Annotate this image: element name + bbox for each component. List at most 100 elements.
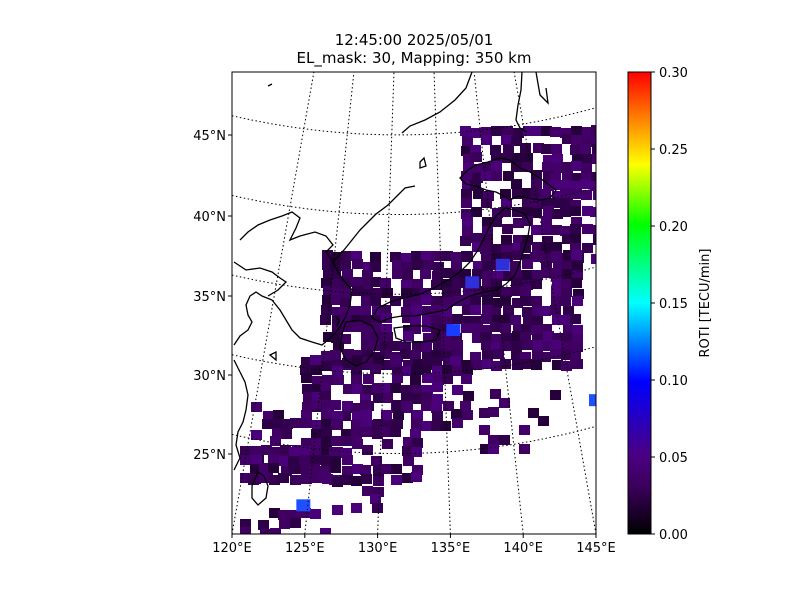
roti-cell	[591, 254, 596, 264]
y-tick-label: 35°N	[193, 290, 226, 305]
roti-cell	[273, 410, 284, 420]
roti-cell	[361, 420, 372, 430]
roti-cell	[522, 270, 533, 280]
roti-cell	[540, 189, 551, 199]
meridian-line	[433, 72, 451, 534]
x-tick-label: 145°E	[576, 541, 616, 556]
roti-cell	[550, 173, 561, 183]
roti-cell	[501, 333, 512, 343]
roti-cell	[370, 494, 381, 504]
roti-cell	[532, 350, 543, 360]
roti-cell	[351, 476, 362, 486]
roti-cell	[393, 410, 404, 420]
colorbar-tick-label: 0.20	[659, 220, 688, 235]
roti-cell	[570, 351, 581, 361]
roti-cell	[342, 401, 353, 411]
roti-cell	[342, 322, 353, 332]
coastline-korea	[233, 185, 416, 346]
roti-cell	[479, 408, 490, 418]
roti-cell	[361, 340, 372, 350]
roti-cell	[370, 364, 381, 374]
meridian-line	[473, 72, 524, 534]
roti-cell	[501, 245, 512, 255]
roti-cell	[511, 350, 522, 360]
roti-cell	[540, 306, 551, 316]
roti-cell	[442, 365, 453, 375]
roti-cell	[543, 331, 554, 341]
roti-cell	[362, 350, 373, 360]
roti-cell	[370, 296, 381, 306]
roti-cell	[312, 392, 323, 402]
roti-cell	[500, 341, 511, 351]
roti-cell	[270, 436, 281, 446]
roti-cell	[412, 288, 423, 298]
roti-cell	[422, 314, 433, 324]
roti-cell	[301, 446, 312, 456]
roti-cell	[492, 287, 503, 297]
roti-cell	[433, 375, 444, 385]
roti-cell	[312, 384, 323, 394]
roti-cell	[332, 477, 343, 487]
roti-cell	[391, 341, 402, 351]
roti-cell	[381, 360, 392, 370]
roti-cell	[499, 398, 510, 408]
roti-cell	[481, 325, 492, 335]
roti-cell	[402, 473, 413, 483]
roti-cell	[320, 315, 331, 325]
y-tick-label: 40°N	[193, 210, 226, 225]
roti-cell	[482, 234, 493, 244]
roti-cell	[310, 400, 321, 410]
roti-cell	[562, 198, 573, 208]
roti-cell	[251, 455, 262, 465]
roti-cell	[410, 429, 421, 439]
roti-cell	[571, 181, 582, 191]
roti-cell	[571, 278, 582, 288]
roti-cell	[301, 418, 312, 428]
parallel-line	[232, 425, 596, 455]
roti-cell	[551, 242, 562, 252]
roti-cell	[360, 315, 371, 325]
roti-cell	[352, 419, 363, 429]
roti-cell	[342, 466, 353, 476]
roti-cell	[462, 410, 473, 420]
roti-cell	[280, 445, 291, 455]
roti-cell	[331, 360, 342, 370]
roti-cell	[332, 315, 343, 325]
roti-cell	[351, 503, 362, 513]
roti-cell	[471, 360, 482, 370]
roti-cell	[382, 288, 393, 298]
roti-cell	[500, 189, 511, 199]
roti-cell	[561, 180, 572, 190]
roti-cell	[528, 408, 539, 418]
roti-cell	[421, 401, 432, 411]
roti-cell	[512, 331, 523, 341]
roti-cell	[251, 402, 262, 412]
roti-cell	[550, 127, 561, 137]
roti-cell	[592, 154, 596, 164]
roti-cell	[361, 331, 372, 341]
roti-cell	[362, 357, 373, 367]
roti-cell	[500, 359, 511, 369]
roti-cell	[542, 268, 553, 278]
roti-cell	[488, 407, 499, 417]
roti-cell	[581, 137, 592, 147]
roti-cell	[412, 341, 423, 351]
roti-cell	[462, 365, 473, 375]
roti-cell	[401, 401, 412, 411]
roti-cell	[592, 135, 596, 145]
roti-cell	[341, 448, 352, 458]
roti-cell	[352, 439, 363, 449]
roti-cell	[452, 314, 463, 324]
roti-cell	[342, 269, 353, 279]
roti-cell	[360, 400, 371, 410]
roti-cell	[272, 428, 283, 438]
roti-cell	[412, 279, 423, 289]
roti-cell	[362, 385, 373, 395]
roti-cell	[553, 163, 564, 173]
roti-cell	[551, 251, 562, 261]
roti-cell	[452, 366, 463, 376]
roti-cell	[522, 162, 533, 172]
x-tick-label: 135°E	[431, 541, 471, 556]
roti-cell	[373, 487, 384, 497]
roti-cell	[551, 296, 562, 306]
